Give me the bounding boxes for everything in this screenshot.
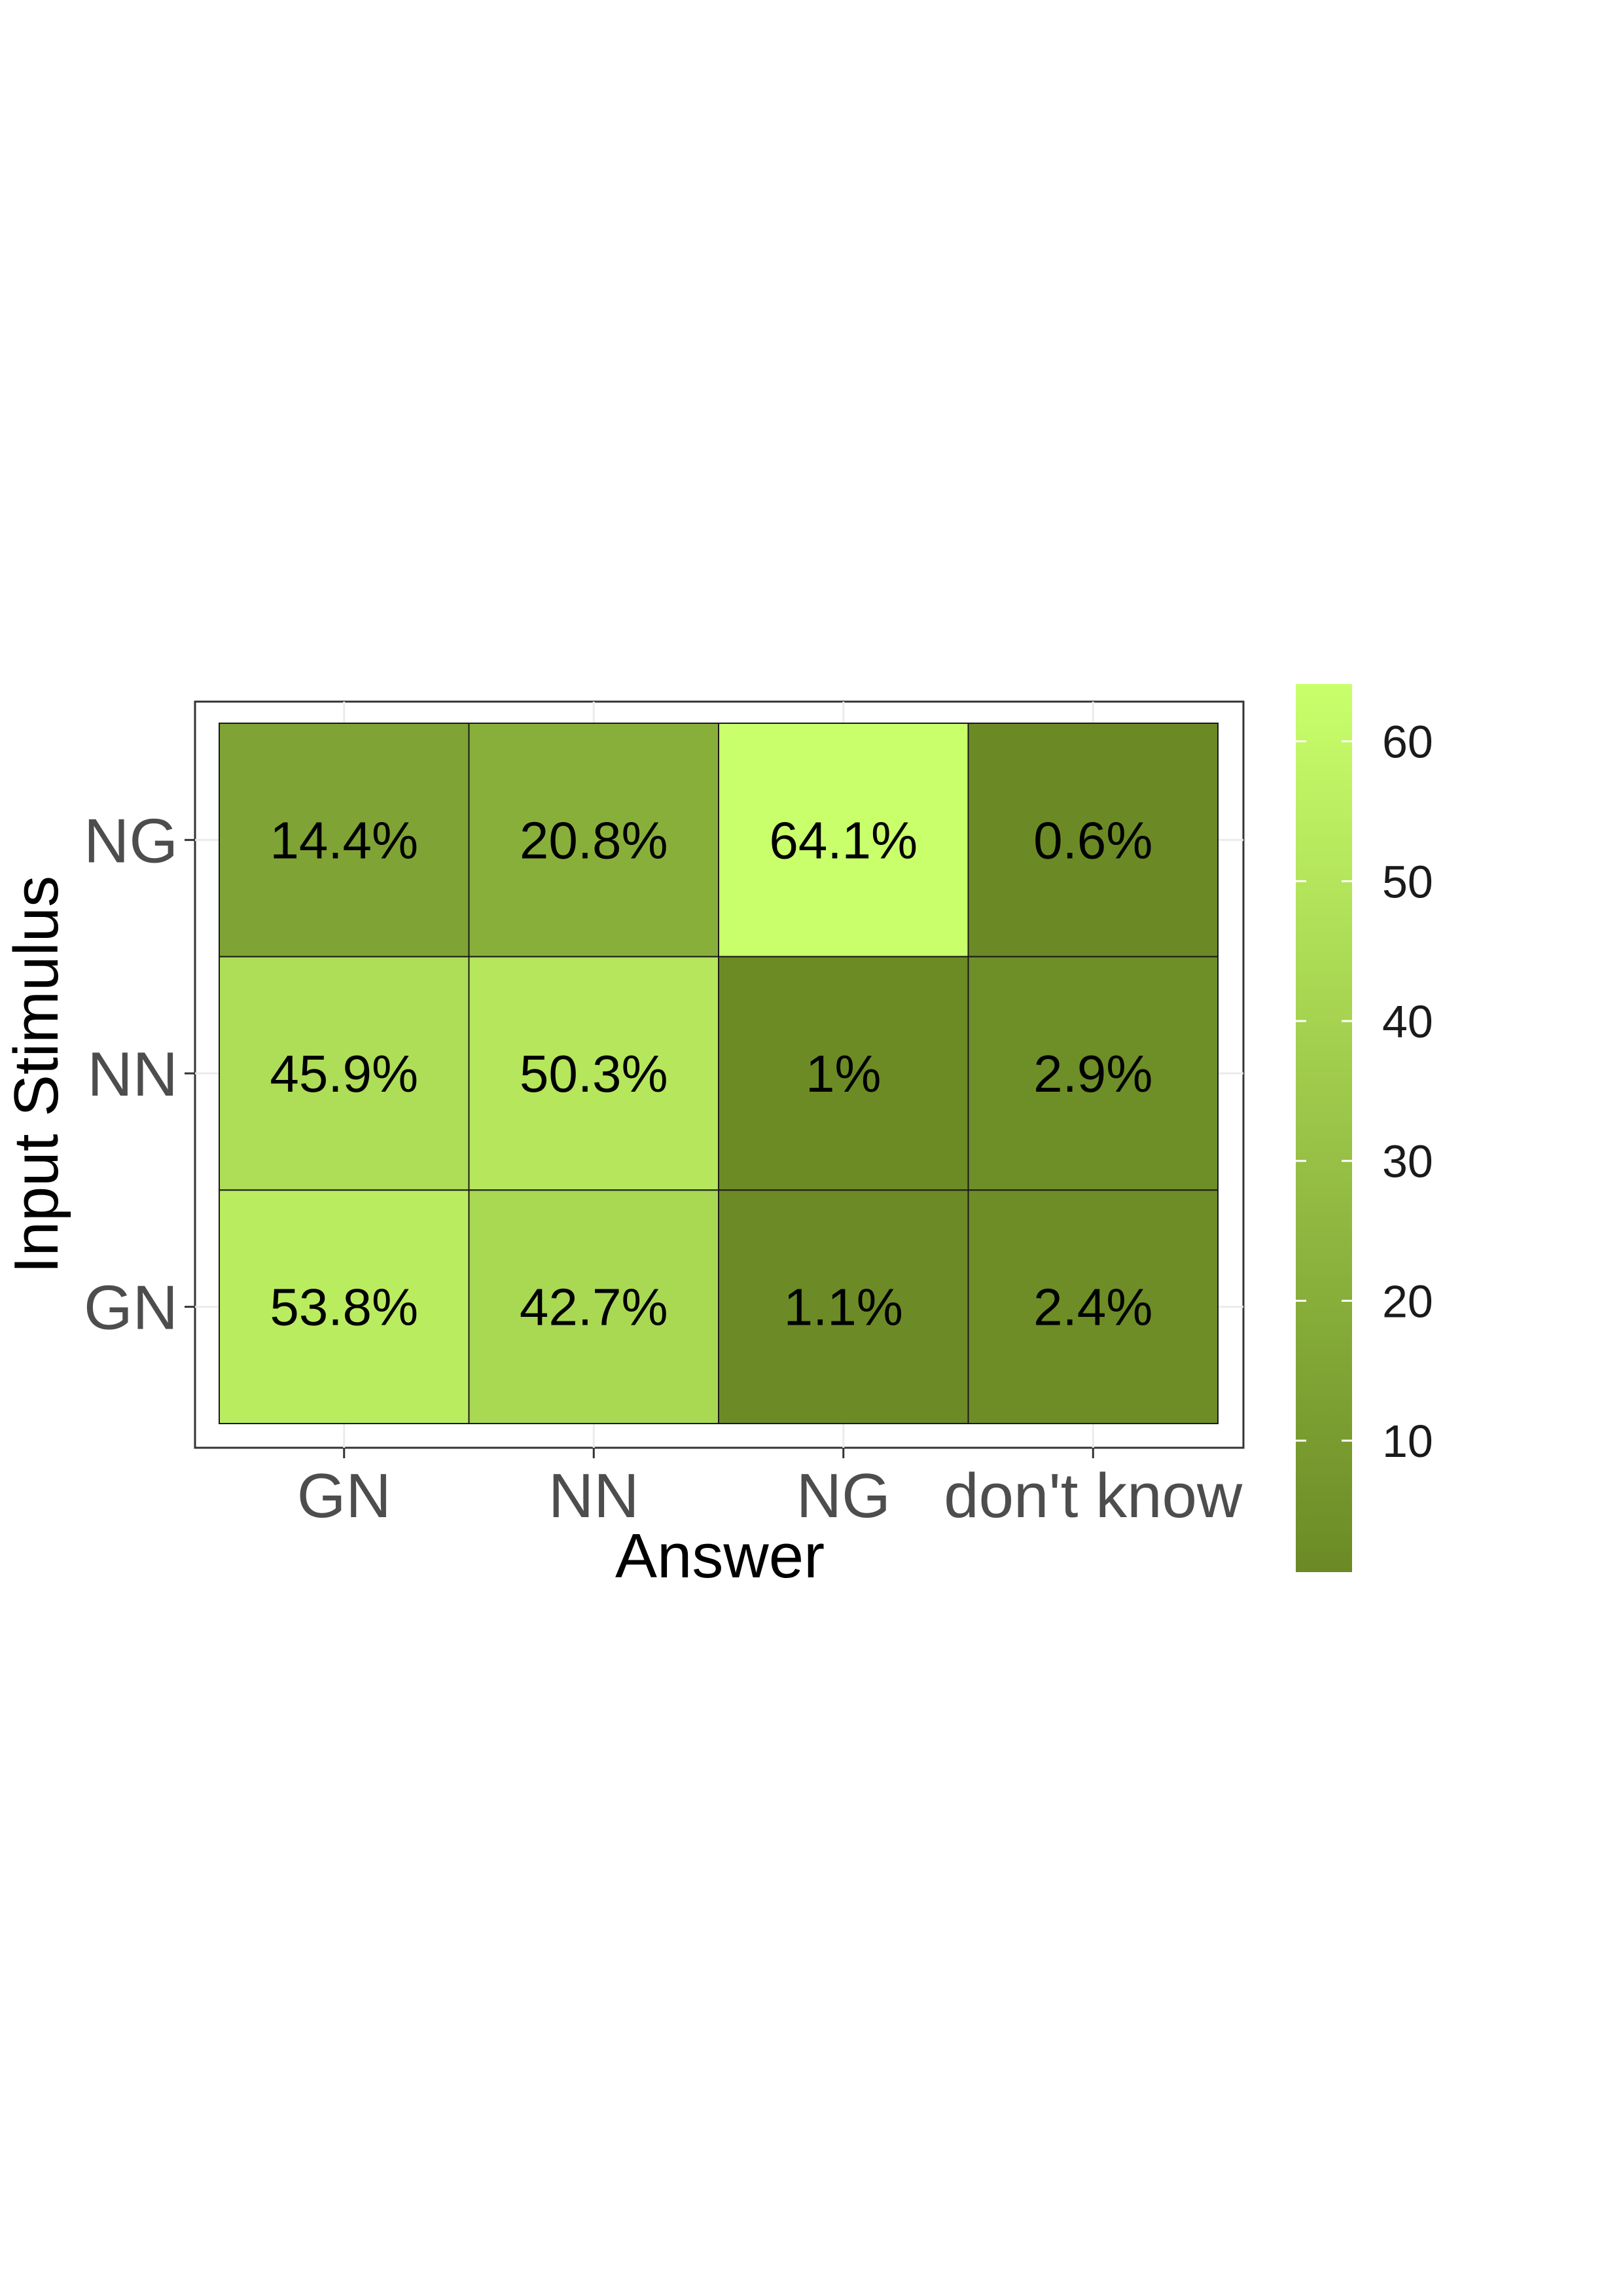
cell-value-label: 50.3% [520,1045,668,1103]
heatmap-cell [219,1189,470,1425]
colorbar-tick-label: 50 [1382,856,1433,907]
heatmap-cell [967,1189,1219,1425]
cell-value-label: 1.1% [784,1278,903,1336]
cell-value-label: 1% [806,1045,882,1103]
axis-ticks: GN NN NG don't know GN NN NG [84,806,1243,1531]
cell-value-label: 2.9% [1033,1045,1152,1103]
cell-value-label: 53.8% [270,1278,418,1336]
heatmap-cell [468,956,719,1191]
y-axis-title: Input Stimulus [1,876,71,1274]
cell-value-label: 14.4% [270,811,418,869]
heatmap-cell [468,723,719,958]
colorbar-tick-label: 60 [1382,717,1433,768]
x-tick-label: NG [796,1461,891,1531]
y-tick-label: NN [87,1039,178,1109]
cell-value-label: 42.7% [520,1278,668,1336]
heatmap-cell [468,1189,719,1425]
colorbar [1296,684,1352,1572]
heatmap-cell [718,723,969,958]
y-tick-label: NG [84,806,178,876]
cell-value-label: 20.8% [520,811,668,869]
heatmap-cell [967,723,1219,958]
colorbar-tick-label: 10 [1382,1416,1433,1467]
cell-value-label: 45.9% [270,1045,418,1103]
heatmap-cell [219,956,470,1191]
cell-value-label: 2.4% [1033,1278,1152,1336]
heatmap-cells [219,723,1219,1425]
heatmap-cell [718,956,969,1191]
colorbar-ticks: 10 20 30 40 50 60 [1296,717,1433,1467]
heatmap-cell [967,956,1219,1191]
heatmap-cell [219,723,470,958]
colorbar-tick-label: 30 [1382,1136,1433,1187]
heatmap-cell [718,1189,969,1425]
cell-value-label: 64.1% [769,811,918,869]
y-tick-label: GN [84,1273,178,1343]
x-tick-label: don't know [944,1461,1243,1531]
x-tick-label: GN [297,1461,391,1531]
cell-labels: 14.4% 20.8% 64.1% 0.6% 45.9% 50.3% 1% 2.9% 53.8%… [270,811,1152,1336]
colorbar-tick-label: 20 [1382,1276,1433,1327]
cell-value-label: 0.6% [1033,811,1152,869]
colorbar-tick-label: 40 [1382,996,1433,1047]
x-tick-label: NN [548,1461,639,1531]
x-axis-title: Answer [615,1521,825,1591]
